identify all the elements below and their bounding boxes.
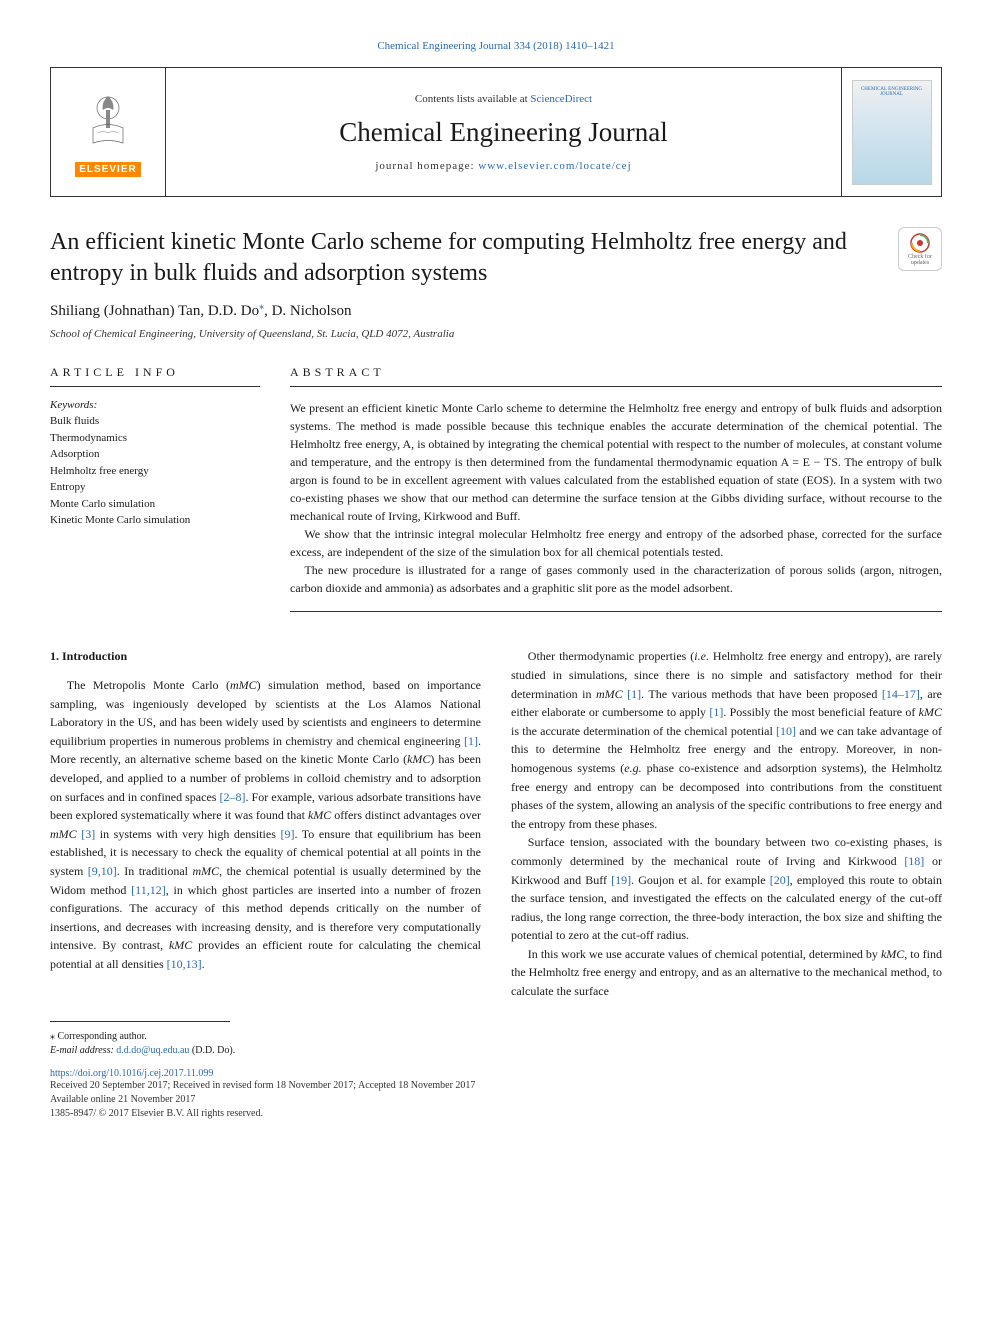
abstract-para: The new procedure is illustrated for a r…: [290, 561, 942, 597]
info-abstract-row: ARTICLE INFO Keywords: Bulk fluids Therm…: [50, 365, 942, 612]
authors-tail: , D. Nicholson: [264, 303, 352, 319]
journal-cover-icon[interactable]: CHEMICAL ENGINEERING JOURNAL: [852, 80, 932, 185]
ref-link[interactable]: [14–17]: [882, 687, 920, 701]
contents-line: Contents lists available at ScienceDirec…: [415, 93, 592, 105]
available-line: Available online 21 November 2017: [50, 1093, 942, 1107]
corresponding-footnote: ⁎ Corresponding author.: [50, 1030, 942, 1044]
keyword-item: Monte Carlo simulation: [50, 496, 260, 513]
email-link[interactable]: d.d.do@uq.edu.au: [116, 1045, 189, 1056]
keyword-item: Kinetic Monte Carlo simulation: [50, 512, 260, 529]
ref-link[interactable]: [1]: [627, 687, 641, 701]
ref-link[interactable]: [2–8]: [220, 790, 246, 804]
article-title: An efficient kinetic Monte Carlo scheme …: [50, 227, 898, 289]
article-info: ARTICLE INFO Keywords: Bulk fluids Therm…: [50, 365, 260, 612]
ref-link[interactable]: [1]: [464, 734, 478, 748]
sciencedirect-link[interactable]: ScienceDirect: [530, 93, 592, 105]
keywords-label: Keywords:: [50, 399, 260, 411]
title-block: An efficient kinetic Monte Carlo scheme …: [50, 227, 942, 289]
abstract-para: We present an efficient kinetic Monte Ca…: [290, 399, 942, 525]
left-column: 1. Introduction The Metropolis Monte Car…: [50, 647, 481, 1000]
keyword-item: Thermodynamics: [50, 430, 260, 447]
received-line: Received 20 September 2017; Received in …: [50, 1079, 942, 1093]
publisher-logo-cell: ELSEVIER: [51, 68, 166, 196]
check-updates-icon: [909, 232, 931, 254]
right-column: Other thermodynamic properties (i.e. Hel…: [511, 647, 942, 1000]
email-footnote: E-mail address: d.d.do@uq.edu.au (D.D. D…: [50, 1044, 942, 1058]
keyword-item: Bulk fluids: [50, 413, 260, 430]
ref-link[interactable]: [9,10]: [88, 864, 117, 878]
elsevier-tree-icon: [73, 88, 143, 158]
keyword-item: Adsorption: [50, 446, 260, 463]
contents-prefix: Contents lists available at: [415, 93, 530, 105]
journal-header: ELSEVIER Contents lists available at Sci…: [50, 67, 942, 197]
article-page: Chemical Engineering Journal 334 (2018) …: [0, 0, 992, 1151]
body-para: Other thermodynamic properties (i.e. Hel…: [511, 647, 942, 833]
ref-link[interactable]: [3]: [81, 827, 95, 841]
ref-link[interactable]: [11,12]: [131, 883, 166, 897]
cover-text: CHEMICAL ENGINEERING JOURNAL: [853, 87, 931, 97]
email-label: E-mail address:: [50, 1045, 116, 1056]
ref-link[interactable]: [19]: [611, 873, 631, 887]
authors: Shiliang (Johnathan) Tan, D.D. Do⁎, D. N…: [50, 301, 942, 320]
header-center: Contents lists available at ScienceDirec…: [166, 68, 841, 196]
footer-rule: [50, 1021, 230, 1022]
check-line2: updates: [911, 260, 929, 266]
keyword-item: Entropy: [50, 479, 260, 496]
ref-link[interactable]: [10]: [776, 724, 796, 738]
body-para: The Metropolis Monte Carlo (mMC) simulat…: [50, 676, 481, 974]
ref-link[interactable]: [18]: [904, 854, 924, 868]
cover-cell: CHEMICAL ENGINEERING JOURNAL: [841, 68, 941, 196]
email-tail: (D.D. Do).: [189, 1045, 235, 1056]
ref-link[interactable]: [20]: [770, 873, 790, 887]
abstract: ABSTRACT We present an efficient kinetic…: [290, 365, 942, 612]
journal-name: Chemical Engineering Journal: [339, 117, 667, 148]
homepage-link[interactable]: www.elsevier.com/locate/cej: [478, 160, 631, 172]
abstract-para: We show that the intrinsic integral mole…: [290, 525, 942, 561]
abstract-rule: [290, 611, 942, 612]
body-columns: 1. Introduction The Metropolis Monte Car…: [50, 647, 942, 1000]
check-updates-badge[interactable]: Check for updates: [898, 227, 942, 271]
article-info-heading: ARTICLE INFO: [50, 365, 260, 387]
publisher-label: ELSEVIER: [75, 162, 140, 177]
body-para: In this work we use accurate values of c…: [511, 945, 942, 1001]
body-para: Surface tension, associated with the bou…: [511, 833, 942, 945]
affiliation: School of Chemical Engineering, Universi…: [50, 328, 942, 340]
authors-main: Shiliang (Johnathan) Tan, D.D. Do: [50, 303, 259, 319]
homepage-line: journal homepage: www.elsevier.com/locat…: [375, 160, 631, 172]
section-heading: 1. Introduction: [50, 647, 481, 666]
homepage-prefix: journal homepage:: [375, 160, 478, 172]
keyword-item: Helmholtz free energy: [50, 463, 260, 480]
abstract-text: We present an efficient kinetic Monte Ca…: [290, 399, 942, 597]
ref-link[interactable]: [1]: [709, 705, 723, 719]
doi-link[interactable]: https://doi.org/10.1016/j.cej.2017.11.09…: [50, 1068, 942, 1079]
ref-link[interactable]: [9]: [280, 827, 294, 841]
top-citation[interactable]: Chemical Engineering Journal 334 (2018) …: [50, 40, 942, 52]
copyright-line: 1385-8947/ © 2017 Elsevier B.V. All righ…: [50, 1107, 942, 1121]
abstract-heading: ABSTRACT: [290, 365, 942, 387]
ref-link[interactable]: [10,13]: [167, 957, 202, 971]
